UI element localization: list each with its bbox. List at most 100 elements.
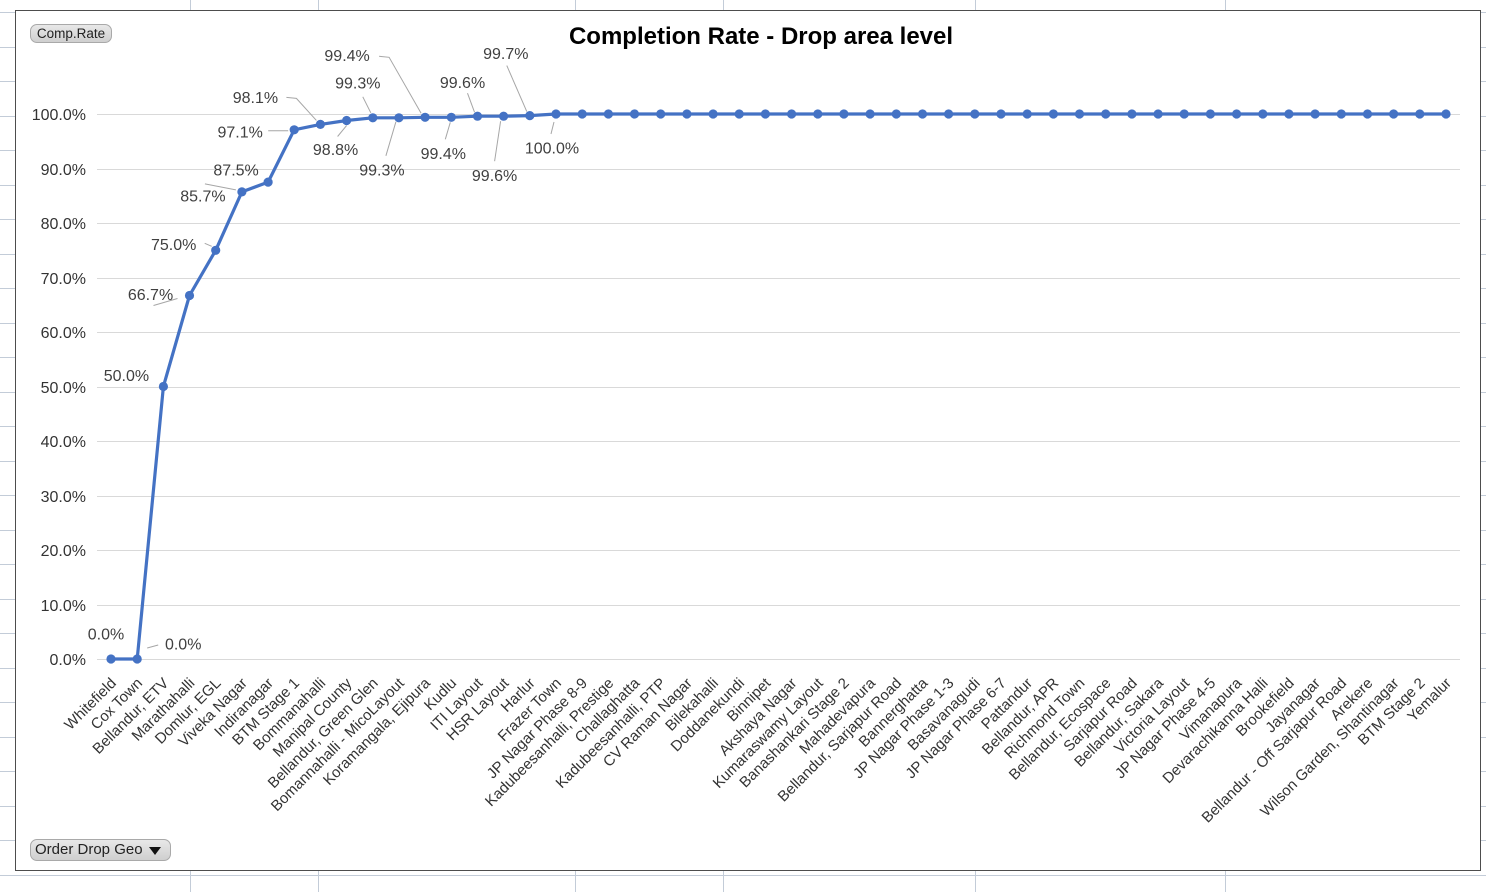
data-labels: 0.0% 0.0% 50.0% 66.7% 75.0% 85.7% 87.5% 97.1% 98… [88,46,579,653]
data-point[interactable] [1127,109,1137,119]
data-label-leader-line [385,121,397,156]
data-label: 85.7% [180,189,225,206]
data-point[interactable] [158,381,168,392]
data-point[interactable] [1415,109,1425,119]
data-point[interactable] [1022,109,1032,119]
data-label-leader-line [467,93,475,113]
data-label-leader-line [147,644,159,649]
data-point[interactable] [1389,109,1399,119]
data-point[interactable] [865,109,875,119]
data-label: 0.0% [165,637,201,654]
value-field-label: Comp.Rate [36,26,106,41]
y-tick-label: 60.0% [41,325,86,342]
data-point[interactable] [629,109,640,119]
data-point[interactable] [551,109,561,119]
data-point[interactable] [760,109,771,119]
data-label-leader-line [286,96,317,121]
axis-field-button[interactable]: Order Drop Geo [30,839,171,861]
data-point[interactable] [394,113,404,123]
data-point[interactable] [420,112,430,122]
y-tick-label: 70.0% [41,271,86,288]
data-label-leader-line [337,125,347,137]
data-point[interactable] [237,187,247,197]
data-label: 66.7% [128,287,173,304]
data-point[interactable] [1048,109,1058,119]
data-point[interactable] [1101,109,1111,119]
y-tick-label: 40.0% [41,434,86,451]
data-point[interactable] [263,177,273,187]
y-tick-label: 30.0% [41,489,86,506]
data-label-leader-line [494,121,502,162]
data-label-leader-line [204,242,212,247]
data-point[interactable] [917,109,928,119]
data-point[interactable] [1232,109,1242,119]
data-point[interactable] [1362,109,1373,119]
y-tick-label: 50.0% [41,380,86,397]
data-point[interactable] [289,125,299,135]
data-label-leader-line [379,55,422,114]
data-point[interactable] [891,109,901,119]
data-point[interactable] [1179,109,1189,119]
data-label: 99.7% [483,46,528,63]
data-point[interactable] [656,109,666,119]
y-gridlines [97,114,1460,660]
data-label: 97.1% [218,124,263,141]
data-label: 98.1% [233,90,278,107]
data-point[interactable] [1258,109,1268,119]
data-point[interactable] [839,109,849,119]
y-tick-label: 80.0% [41,216,86,233]
triangle-down-icon[interactable] [149,847,161,855]
data-point[interactable] [1153,109,1163,119]
data-point[interactable] [734,109,744,119]
data-label: 99.6% [440,75,485,92]
data-point[interactable] [446,112,456,122]
data-point[interactable] [996,109,1006,119]
data-point[interactable] [1074,109,1085,119]
chart-layer: 0.0%10.0%20.0%30.0%40.0%50.0%60.0%70.0%8… [32,46,1460,826]
chart-plot-area: 0.0%10.0%20.0%30.0%40.0%50.0%60.0%70.0%8… [32,46,1460,826]
data-point[interactable] [708,109,718,119]
data-point[interactable] [525,111,535,121]
data-point[interactable] [499,111,509,121]
y-tick-label: 100.0% [32,107,86,124]
data-point[interactable] [1310,109,1320,119]
data-point[interactable] [970,109,980,119]
data-point[interactable] [682,109,692,119]
data-point[interactable] [315,119,325,129]
data-point[interactable] [211,245,221,255]
data-point[interactable] [368,113,378,123]
data-point[interactable] [1336,109,1346,119]
data-point[interactable] [1284,109,1294,119]
data-point[interactable] [1205,109,1215,119]
value-field-button[interactable]: Comp.Rate [30,24,112,43]
data-point[interactable] [132,654,142,664]
data-point[interactable] [603,109,614,119]
data-label-leader-line [550,121,555,135]
data-label-leader-line [362,96,372,114]
data-point[interactable] [577,109,587,119]
data-label: 75.0% [151,237,196,254]
data-points [106,109,1451,664]
data-label: 0.0% [88,627,124,644]
data-point[interactable] [1441,109,1451,119]
data-point[interactable] [472,111,483,121]
series-line[interactable] [109,112,1448,661]
y-tick-label: 20.0% [41,543,86,560]
data-point[interactable] [106,654,116,664]
data-label-leader-line [506,65,528,112]
y-tick-label: 10.0% [41,598,86,615]
data-point[interactable] [813,109,823,119]
data-point[interactable] [787,109,797,119]
data-point[interactable] [944,109,954,119]
data-point[interactable] [184,290,195,301]
series [109,112,1448,661]
data-label: 99.3% [335,75,380,92]
data-label-leader-line [444,122,451,140]
data-label: 98.8% [313,142,358,159]
data-point[interactable] [342,115,352,126]
y-tick-label: 90.0% [41,162,86,179]
chart-container[interactable]: 0.0% 10.0% 20.0% 30.0% 40.0% 50.0% 60.0% 70.0% 8… [15,10,1481,871]
data-label: 87.5% [213,163,258,180]
